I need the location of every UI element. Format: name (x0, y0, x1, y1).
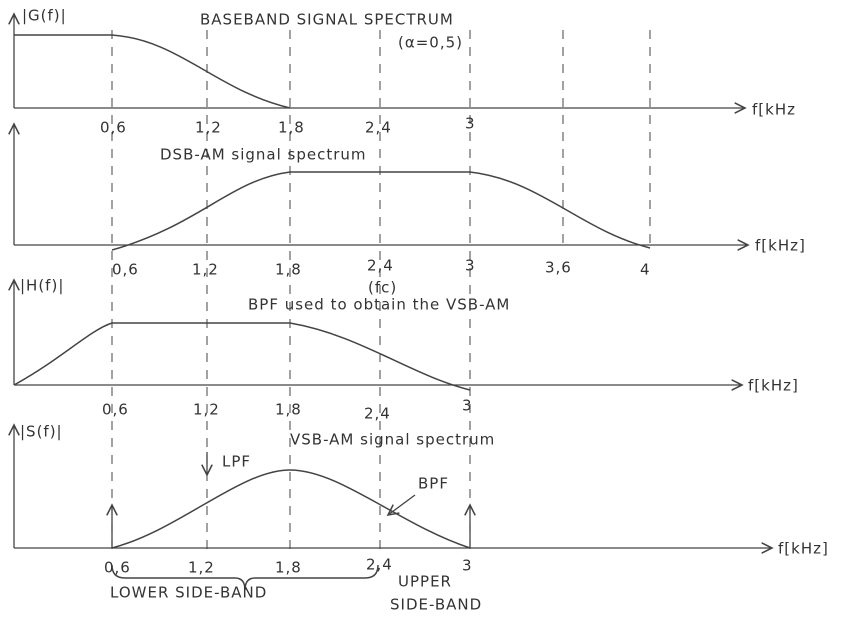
panel-dsb: DSB-AM signal spectrum f[kHz] 0,6 1,2 1,… (14, 124, 806, 297)
tick-label: 1,8 (275, 261, 302, 279)
axis-label: |H(f)| (20, 277, 64, 295)
bpf-label: BPF (418, 475, 449, 493)
x-axis-label: f[kHz] (778, 540, 829, 558)
axis-label: |G(f)| (22, 7, 67, 25)
tick-label: 3 (465, 257, 476, 275)
tick-label: 1,2 (188, 559, 215, 577)
guides (111, 30, 651, 550)
x-axis-label: f[kHz (752, 101, 796, 119)
panel-bpf: |H(f)| BPF used to obtain the VSB-AM f[k… (14, 277, 799, 423)
tick-label: 3,6 (545, 259, 572, 277)
x-axis-label: f[kHz] (755, 237, 806, 255)
tick-label: 1,8 (278, 119, 305, 137)
tick-label: 1,2 (193, 401, 220, 419)
upper-sideband: SIDE-BAND (390, 596, 482, 614)
tick-label: 2,4 (365, 119, 392, 137)
title: BPF used to obtain the VSB-AM (248, 296, 510, 314)
subtitle: (α=0,5) (398, 34, 463, 52)
x-axis-label: f[kHz] (748, 377, 799, 395)
tick-label: 2,4 (367, 257, 394, 275)
tick-label: 3 (462, 557, 473, 575)
lpf-label: LPF (222, 453, 251, 471)
tick-label: 0,6 (112, 261, 139, 279)
tick-label: 0,6 (100, 119, 127, 137)
panel-vsb: |S(f)| VSB-AM signal spectrum f[kHz] LPF… (14, 423, 829, 614)
tick-label: 3 (462, 397, 473, 415)
tick-label: 4 (640, 261, 651, 279)
tick-label: 3 (465, 115, 476, 133)
tick-label: 2,4 (364, 405, 391, 423)
title: DSB-AM signal spectrum (160, 146, 367, 164)
tick-label: 2,4 (366, 556, 393, 574)
tick-label: 0,6 (102, 401, 129, 419)
panel-baseband: |G(f)| BASEBAND SIGNAL SPECTRUM (α=0,5) … (14, 7, 796, 137)
tick-label: 0,6 (104, 559, 131, 577)
annotation: (fc) (368, 279, 397, 297)
tick-label: 1,8 (275, 559, 302, 577)
lower-sideband: LOWER SIDE-BAND (110, 584, 267, 602)
tick-label: 1,2 (192, 261, 219, 279)
upper-sideband: UPPER (398, 573, 452, 591)
title: BASEBAND SIGNAL SPECTRUM (200, 11, 454, 29)
axis-label: |S(f)| (20, 423, 63, 441)
tick-label: 1,2 (195, 119, 222, 137)
title: VSB-AM signal spectrum (290, 431, 495, 449)
tick-label: 1,8 (275, 401, 302, 419)
